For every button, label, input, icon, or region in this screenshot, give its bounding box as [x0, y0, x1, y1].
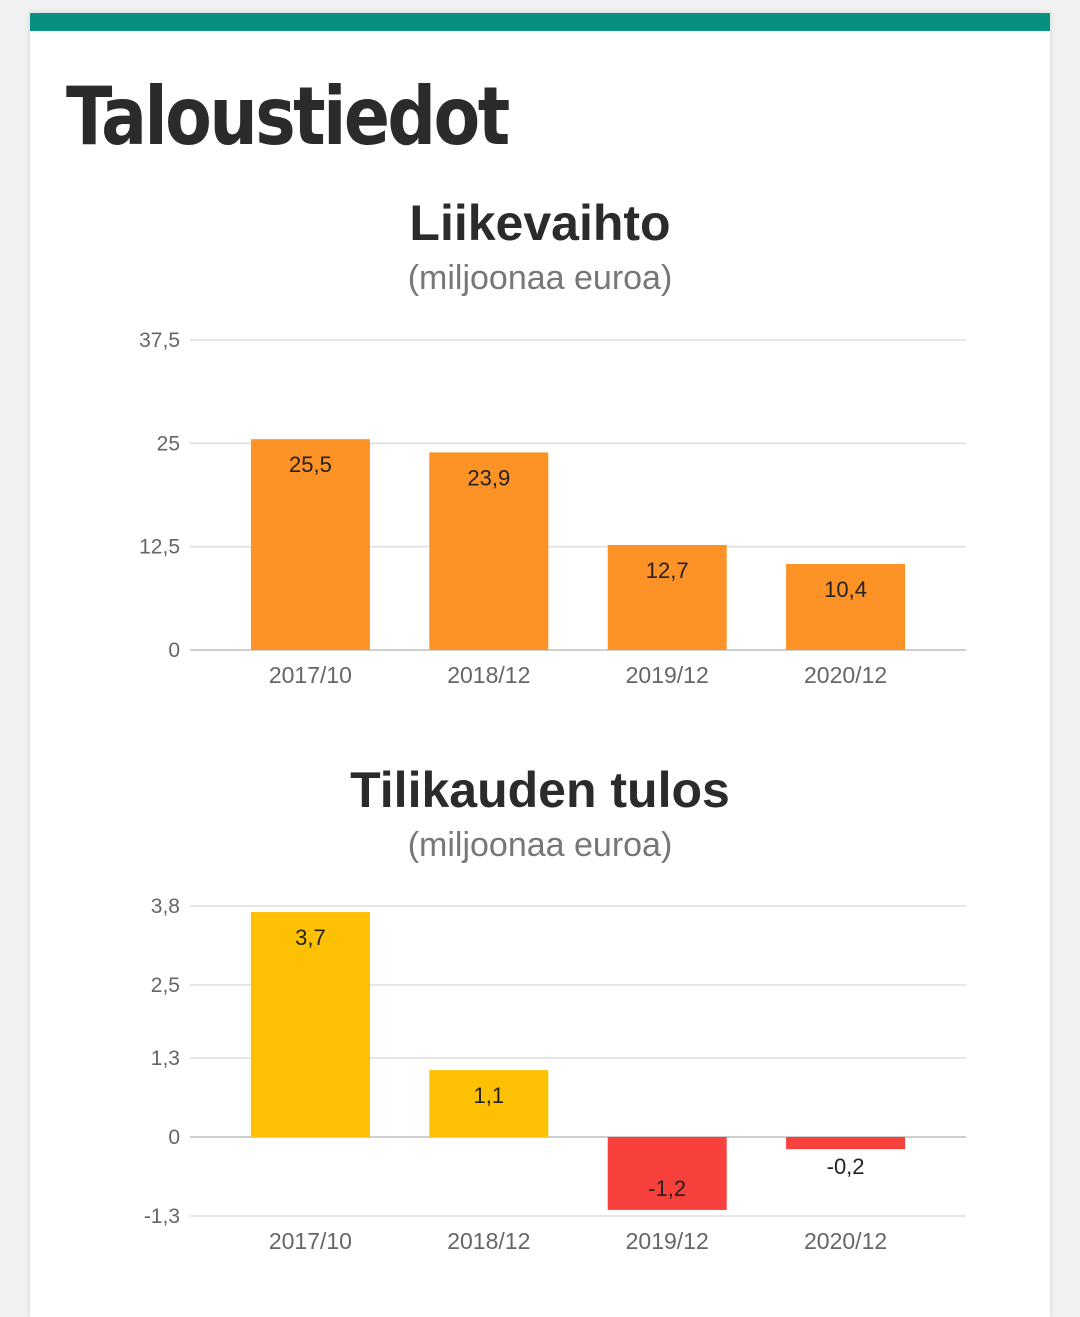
chart-title-revenue: Liikevaihto [409, 195, 671, 251]
chart-subtitle-revenue: (miljoonaa euroa) [407, 259, 673, 297]
data-label: 12,7 [646, 558, 689, 583]
x-category-label: 2017/10 [269, 662, 352, 688]
accent-bar [30, 13, 1050, 31]
y-tick-label: 25 [157, 432, 180, 455]
y-tick-label: 12,5 [139, 536, 180, 559]
bar [250, 439, 370, 650]
data-label: 25,5 [289, 452, 332, 477]
bar [607, 545, 727, 650]
y-tick-label: 37,5 [139, 329, 180, 352]
page-title: Taloustiedot [66, 70, 510, 163]
chart-title-profit: Tilikauden tulos [350, 762, 730, 818]
x-category-label: 2020/12 [804, 662, 887, 688]
bar [786, 564, 906, 650]
x-category-label: 2019/12 [626, 662, 709, 688]
chart-subtitle-profit: (miljoonaa euroa) [407, 826, 673, 864]
bar [429, 452, 549, 650]
data-label: 23,9 [467, 465, 510, 490]
y-tick-label: 0 [168, 639, 180, 662]
data-label: 10,4 [824, 577, 867, 602]
x-category-label: 2018/12 [447, 662, 530, 688]
